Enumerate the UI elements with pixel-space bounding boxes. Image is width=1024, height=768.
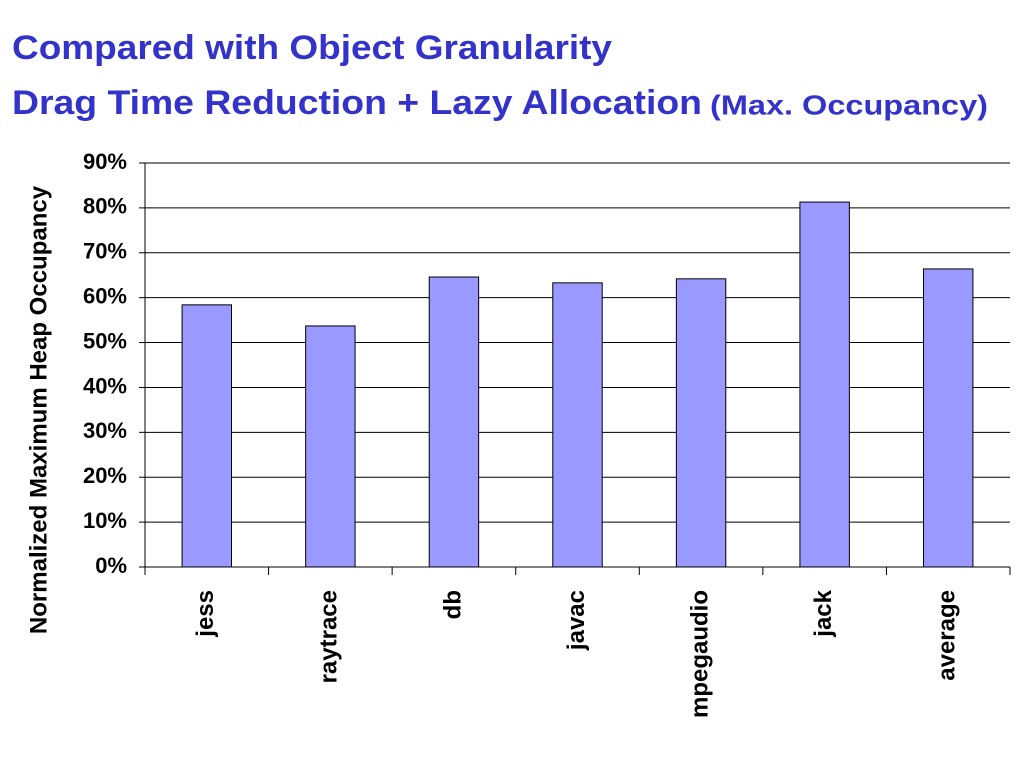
y-tick-label: 0% (95, 553, 127, 578)
chart-title: Compared with Object Granularity (12, 29, 612, 67)
x-tick-label: db (439, 590, 466, 619)
y-tick-label: 80% (83, 194, 127, 219)
y-tick-label: 90% (83, 149, 127, 174)
bar (552, 282, 603, 568)
y-tick-label: 30% (83, 418, 127, 443)
x-tick-label: jess (192, 590, 219, 638)
y-tick-label: 50% (83, 328, 127, 353)
x-tick-label: raytrace (316, 590, 343, 683)
y-axis-label: Normalized Maximum Heap Occupancy (25, 185, 52, 634)
y-tick-label: 10% (83, 508, 127, 533)
chart-subtitle: Drag Time Reduction + Lazy Allocation (12, 84, 702, 122)
x-tick-label: mpegaudio (686, 590, 713, 718)
x-tick-label: average (934, 590, 961, 681)
x-tick-label: javac (563, 590, 590, 651)
y-tick-label: 70% (83, 239, 127, 264)
bar (675, 278, 727, 568)
y-tick-label: 20% (83, 463, 127, 488)
bar (305, 325, 356, 568)
chart-subtitle-note: (Max. Occupancy) (710, 89, 988, 120)
bar (428, 276, 480, 568)
bar (923, 268, 974, 568)
x-tick-label: jack (810, 589, 837, 637)
bar (799, 201, 850, 568)
y-tick-label: 60% (83, 283, 127, 308)
bar (181, 304, 232, 568)
y-tick-label: 40% (83, 373, 127, 398)
